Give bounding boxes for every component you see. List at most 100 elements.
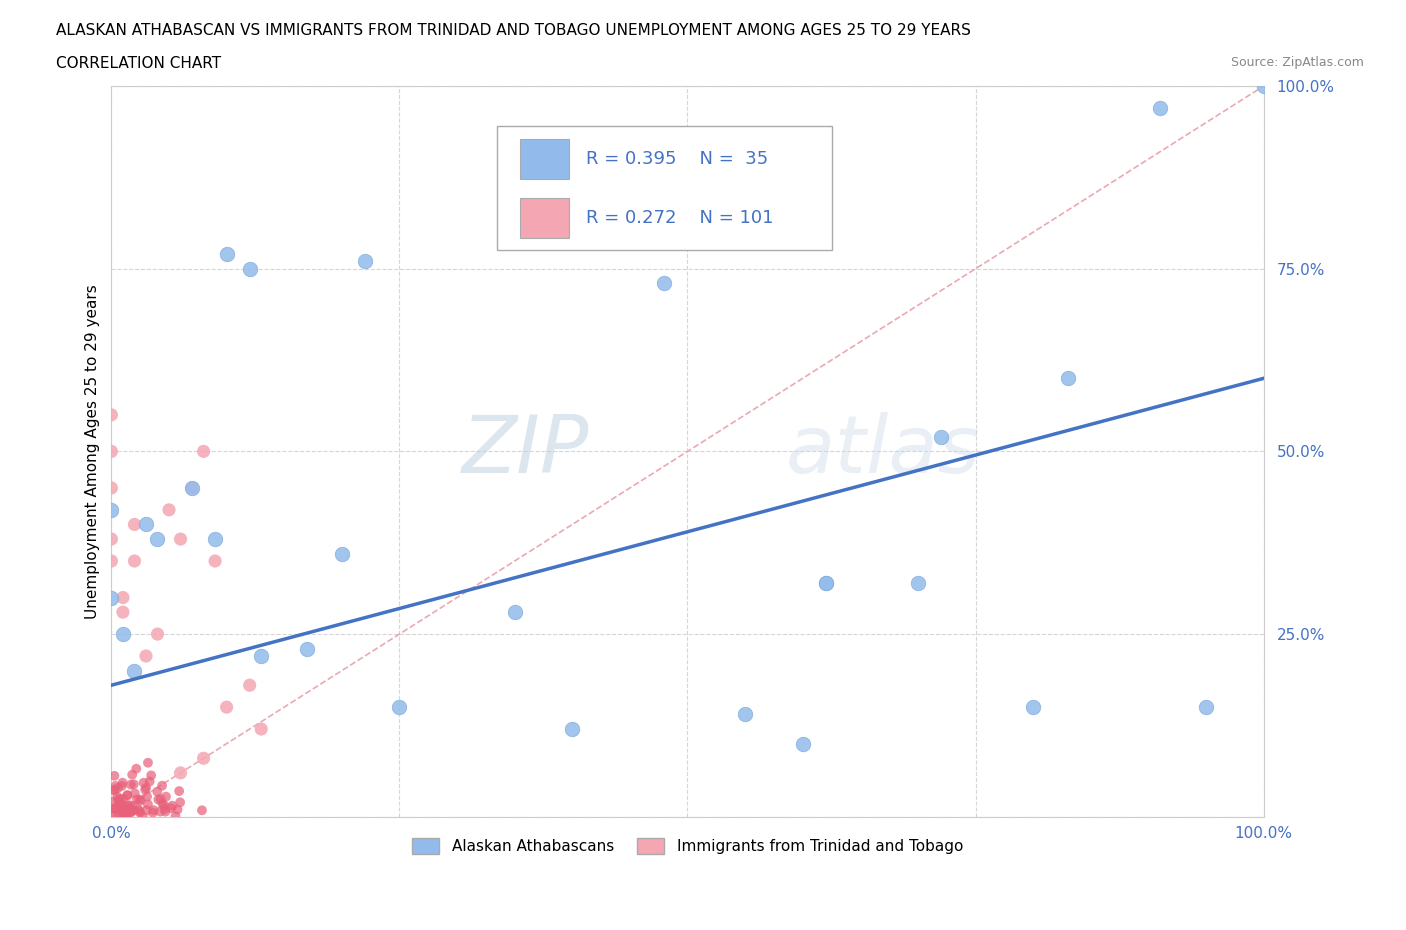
FancyBboxPatch shape (520, 197, 569, 238)
Point (111, 803, 134, 817)
Text: atlas: atlas (786, 412, 980, 490)
Point (108, 794, 131, 809)
Point (149, 804, 172, 819)
Point (101, 808, 124, 823)
Point (204, 532, 226, 547)
Point (193, 444, 215, 458)
Point (250, 648, 273, 663)
Point (561, 722, 583, 737)
Point (215, 246, 238, 261)
Point (146, 627, 169, 642)
Point (181, 481, 204, 496)
Point (149, 791, 172, 806)
Point (100, 444, 122, 458)
Point (100, 553, 122, 568)
Point (135, 803, 157, 817)
Point (100, 532, 122, 547)
Point (121, 804, 143, 818)
Point (111, 627, 134, 642)
Text: ALASKAN ATHABASCAN VS IMMIGRANTS FROM TRINIDAD AND TOBAGO UNEMPLOYMENT AMONG AGE: ALASKAN ATHABASCAN VS IMMIGRANTS FROM TR… (56, 23, 972, 38)
Point (112, 807, 135, 822)
Point (1056, 371, 1078, 386)
Point (135, 517, 157, 532)
Point (103, 782, 125, 797)
Point (1253, 79, 1275, 94)
Point (100, 591, 122, 605)
Point (111, 776, 134, 790)
Point (132, 776, 155, 790)
Point (101, 794, 124, 809)
Point (124, 663, 146, 678)
Text: ZIP: ZIP (463, 412, 589, 490)
FancyBboxPatch shape (520, 140, 569, 179)
Point (166, 802, 188, 817)
Point (135, 648, 157, 663)
Point (135, 780, 157, 795)
Point (124, 517, 146, 532)
Point (167, 784, 190, 799)
Point (152, 796, 174, 811)
Point (1149, 100, 1171, 115)
Point (929, 430, 952, 445)
Point (120, 798, 142, 813)
Point (1195, 699, 1218, 714)
Point (654, 276, 676, 291)
Point (103, 783, 125, 798)
Point (100, 407, 122, 422)
Point (132, 809, 155, 824)
Point (124, 786, 146, 801)
Point (129, 792, 152, 807)
Point (181, 481, 204, 496)
Point (155, 790, 177, 804)
Point (239, 678, 262, 693)
Legend: Alaskan Athabascans, Immigrants from Trinidad and Tobago: Alaskan Athabascans, Immigrants from Tri… (406, 832, 969, 860)
Point (128, 805, 150, 820)
Point (165, 809, 187, 824)
Point (112, 804, 135, 818)
Point (136, 790, 159, 804)
Point (104, 801, 127, 816)
Point (160, 801, 183, 816)
Point (128, 804, 150, 818)
Point (297, 641, 319, 656)
Point (169, 765, 191, 780)
Point (354, 254, 377, 269)
Point (117, 804, 139, 819)
Y-axis label: Unemployment Among Ages 25 to 29 years: Unemployment Among Ages 25 to 29 years (86, 284, 100, 618)
Point (792, 737, 814, 751)
Point (103, 802, 125, 817)
Point (117, 788, 139, 803)
Point (117, 807, 139, 822)
Point (239, 261, 262, 276)
Point (330, 546, 353, 561)
Text: R = 0.272    N = 101: R = 0.272 N = 101 (586, 208, 773, 227)
Point (136, 797, 159, 812)
Point (125, 792, 148, 807)
Point (105, 802, 128, 817)
Point (127, 802, 149, 817)
Point (107, 808, 129, 823)
Point (204, 553, 226, 568)
Point (134, 782, 156, 797)
Point (125, 762, 148, 777)
Point (108, 800, 131, 815)
Point (141, 768, 163, 783)
Point (146, 784, 169, 799)
Point (153, 798, 176, 813)
Point (107, 792, 129, 807)
Point (814, 576, 837, 591)
Point (250, 722, 273, 737)
Point (148, 792, 170, 807)
Point (169, 795, 191, 810)
Point (193, 751, 215, 765)
Point (157, 502, 180, 517)
Point (112, 805, 135, 820)
Point (117, 804, 139, 819)
Text: CORRELATION CHART: CORRELATION CHART (56, 56, 221, 71)
Point (215, 699, 238, 714)
Point (138, 774, 160, 789)
Point (153, 802, 176, 817)
Point (108, 798, 131, 813)
Point (111, 804, 134, 818)
Point (112, 798, 135, 813)
